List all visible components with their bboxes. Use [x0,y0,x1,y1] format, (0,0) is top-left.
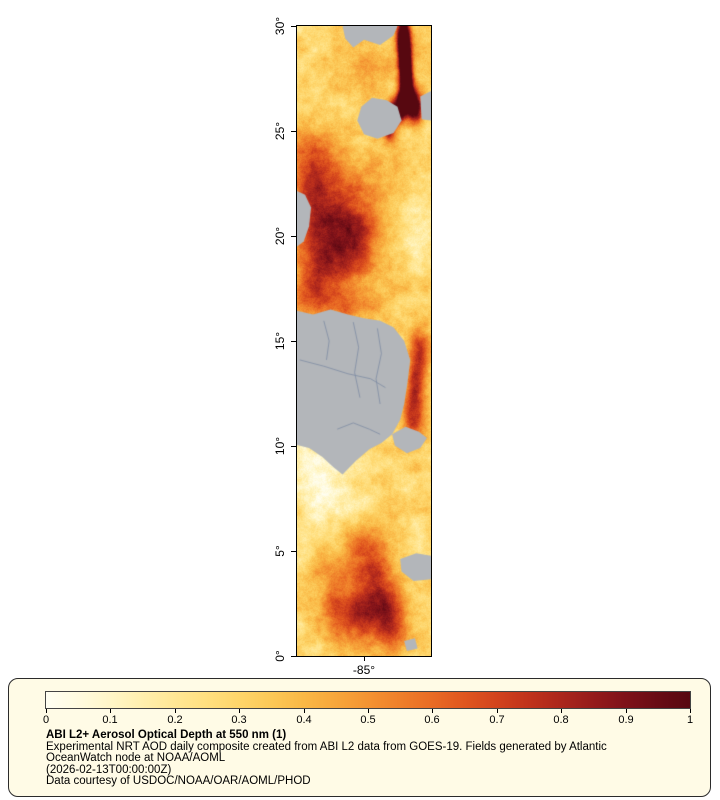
colorbar-tick-mark [303,709,305,713]
lon-tick-label: -85° [352,663,376,677]
lat-tick-label: 0° [273,650,287,662]
colorbar-tick-label: 0 [42,714,50,726]
colorbar-tick-mark [690,709,691,713]
lat-tick-mark [291,130,296,132]
lon-tick-mark [363,656,365,661]
colorbar-tick-mark [368,709,369,713]
colorbar-tick-label: 0.5 [360,714,376,726]
colorbar-tick-label: 0.9 [618,714,634,726]
lat-tick-label: 20° [273,226,287,246]
colorbar-tick-label: 1 [686,714,694,726]
colorbar-tick-mark [174,709,176,713]
colorbar-tick-mark [561,709,563,713]
caption-line: OceanWatch node at NOAA/AOML [46,752,226,764]
aod-map-canvas [297,26,431,656]
lat-tick-label: 15° [273,331,287,351]
colorbar-tick-mark [496,709,498,713]
colorbar-tick-mark [110,709,112,713]
lat-tick-label: 30° [273,16,287,36]
lat-tick-mark [291,25,296,27]
lat-tick-mark [291,655,296,657]
colorbar-tick-mark [432,709,434,713]
lat-tick-label: 10° [273,436,287,456]
caption-title: ABI L2+ Aerosol Optical Depth at 550 nm … [46,729,287,741]
colorbar-tick-label: 0.4 [296,714,312,726]
lat-tick-label: 25° [273,121,287,141]
colorbar-tick-label: 0.6 [424,714,440,726]
colorbar-tick-mark [239,709,241,713]
colorbar-tick-label: 0.7 [489,714,505,726]
colorbar-tick-mark [46,709,47,713]
colorbar-tick-label: 0.1 [102,714,118,726]
colorbar-tick-label: 0.2 [167,714,183,726]
colorbar-tick-label: 0.8 [553,714,569,726]
lat-tick-mark [291,235,296,237]
caption-line: Experimental NRT AOD daily composite cre… [46,740,607,753]
lat-tick-mark [291,340,296,342]
colorbar-gradient [45,691,691,709]
colorbar-tick-label: 0.3 [231,714,247,726]
caption-block: ABI L2+ Aerosol Optical Depth at 550 nm … [46,729,607,788]
lat-tick-mark [291,445,296,447]
lat-tick-mark [291,550,296,552]
caption-line: Data courtesy of USDOC/NOAA/OAR/AOML/PHO… [46,775,311,787]
caption-line: (2026-02-13T00:00:00Z) [46,763,172,776]
colorbar-tick-mark [625,709,627,713]
lat-tick-label: 5° [273,545,287,557]
map-plot: 30° 25° 20° 15° 10° 5° 0° -85° [273,17,432,677]
legend-panel: 0 0.1 0.2 0.3 0.4 0.5 0.6 0.7 0.8 0.9 1 … [8,678,711,797]
